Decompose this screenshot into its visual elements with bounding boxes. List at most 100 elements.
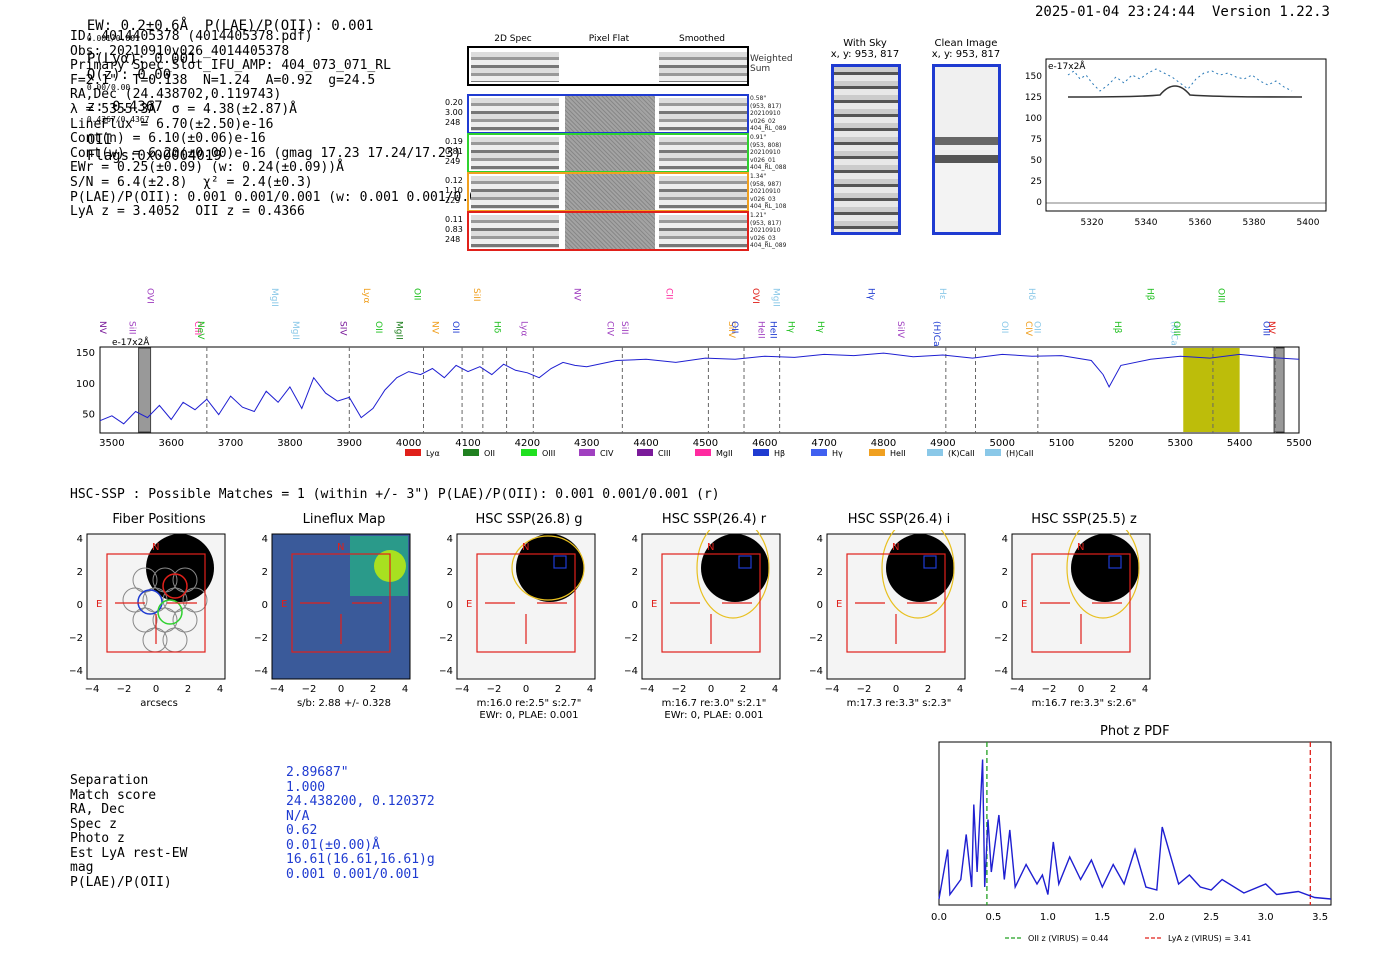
panel-title: Lineflux Map <box>302 512 386 527</box>
spectrum-xtick: 4300 <box>574 438 599 449</box>
header-summary: EW: 0.2±0.6Å P(LAE)/P(OII): 0.001 0.001/… <box>70 2 374 164</box>
legend-swatch <box>985 449 1001 456</box>
hsc-panel: Lineflux Map E N 4 2 0 −2 −4 −4 −2 0 2 4 s/b: 2.88 +/… <box>255 512 433 722</box>
crosshair <box>485 602 567 644</box>
panel-xtick: −4 <box>1010 684 1025 695</box>
match-key: Est LyA rest-EW <box>70 845 188 861</box>
north-label: N <box>892 542 899 553</box>
fiber-meta-line: 404_RL_088 <box>750 164 787 171</box>
fiber-stats: 0.20 3.00 248 <box>445 98 463 128</box>
highlight-band <box>1183 348 1240 432</box>
fiber-stat: 248 <box>445 235 461 244</box>
zoom-data-points <box>1067 68 1293 92</box>
panel-plot: E N 4 2 0 −2 −4−4 −2 0 2 4 <box>70 533 226 695</box>
info-slot: Primary Spec_Slot_IFU_AMP: 404_073_071_R… <box>70 58 391 74</box>
panel-xtick: 4 <box>587 684 593 695</box>
fiber-2d <box>471 215 559 248</box>
spectrum-line <box>99 352 1300 425</box>
phot-z-pdf-chart: 0.0 0.5 1.0 1.5 2.0 2.5 3.0 3.5 OII z (VIRUS) =… <box>931 741 1332 943</box>
line-dashes <box>206 347 1276 433</box>
zoom-xtick: 5320 <box>1081 218 1104 228</box>
fiber-flat <box>565 135 655 171</box>
qz-range: 0.00/0.00 <box>86 82 131 92</box>
info-obs: Obs: 20210910v026_4014405378 <box>70 43 290 59</box>
panel-xtick: 0 <box>153 684 159 695</box>
spectrum-xtick: 4400 <box>633 438 658 449</box>
info-contw: Cont(w) = 6.20(±0.00)e-16 (gmag 17.23 17… <box>70 145 462 161</box>
plya-value: P(Lyα): 0.001 <box>86 50 197 67</box>
legend-label: CIII <box>658 449 671 458</box>
panel-title: HSC SSP(26.4) r <box>661 512 767 527</box>
clean-title-text: Clean Image <box>934 38 998 49</box>
fiber-2d <box>471 98 559 131</box>
fiber-meta-line: v026_03 <box>750 195 776 203</box>
zoom-ytick: 125 <box>1025 93 1042 103</box>
info-lyaz: LyA z = 3.4052 OII z = 0.4366 <box>70 204 305 220</box>
fiber-stat: 249 <box>445 157 461 166</box>
east-label: E <box>281 599 287 610</box>
fiber-stat: 1.10 <box>445 186 463 195</box>
spectrum-xtick: 5100 <box>1049 438 1074 449</box>
line-mark-label: Lyα <box>361 288 371 304</box>
panel-xtick: 2 <box>925 684 931 695</box>
spectrum-xtick: 4100 <box>455 438 480 449</box>
spectrum-xtick: 4200 <box>515 438 540 449</box>
panel-ytick: −2 <box>625 633 638 644</box>
plae-range: 0.001/0.001 <box>86 34 140 43</box>
line-mark-label: OII <box>373 321 383 333</box>
spectrum-xticks: 3500 3600 3700 3800 3900 4000 4100 4200 4300 4400… <box>99 438 1312 449</box>
line-mark-label: SiII <box>619 321 629 335</box>
zoom-spectrum-chart: e-17x2Å 150 125 100 75 50 25 0 5320 5340 5360 538… <box>1025 58 1327 228</box>
fiber-circle <box>182 587 208 613</box>
z-value: z: 0.4367 <box>86 99 163 116</box>
fiber-stat: 3.00 <box>445 108 463 117</box>
info-radec: RA,Dec (24.438702,0.119743) <box>70 87 282 103</box>
panel-ytick: 0 <box>817 600 823 611</box>
pdf-xtick: 0.5 <box>985 912 1001 923</box>
zoom-frame <box>1045 58 1327 212</box>
line-mark-label: HeII <box>768 321 778 339</box>
match-value: 24.438200, 0.120372 <box>286 794 435 809</box>
zoom-xtick: 5340 <box>1135 218 1158 228</box>
panel-ytick: 4 <box>447 534 453 545</box>
fiber-stat: 0.20 <box>445 98 463 107</box>
line-mark-label: OII <box>999 321 1009 333</box>
fiber-2d <box>471 137 559 170</box>
north-label: N <box>337 542 344 553</box>
line-mark-label: OVI <box>750 288 760 304</box>
fiber-meta-line: 20210910 <box>750 149 781 156</box>
panel-xtick: −4 <box>270 684 285 695</box>
spectrum-xtick: 3700 <box>218 438 243 449</box>
fiber-meta-line: v026_01 <box>750 156 776 164</box>
panel-ytick: 0 <box>77 600 83 611</box>
masked-band <box>138 347 152 433</box>
east-label: E <box>96 599 102 610</box>
fiber-stats: 0.19 0.81 249 <box>445 137 463 167</box>
match-box <box>738 555 752 569</box>
pdf-title: Phot z PDF <box>1100 724 1170 739</box>
panel-xtick: 4 <box>957 684 963 695</box>
panel-xtick: 0 <box>1078 684 1084 695</box>
fiber-flat <box>565 96 655 132</box>
match-box <box>923 555 937 569</box>
panel-xtick: 2 <box>740 684 746 695</box>
fiber-stat: 0.12 <box>445 176 463 185</box>
east-label: E <box>466 599 472 610</box>
spectrum-yticks: 50 100 150 <box>76 348 95 420</box>
panel-xtick: 0 <box>523 684 529 695</box>
panel-ytick: −4 <box>255 666 268 677</box>
search-box <box>106 553 206 653</box>
pdf-legend-label: OII z (VIRUS) = 0.44 <box>1028 934 1108 943</box>
panel-foot: m:16.0 re:2.5" s:2.7" <box>476 698 582 709</box>
legend-label: OIII <box>542 449 555 458</box>
fiber-circle <box>122 587 148 613</box>
panel-title: HSC SSP(26.4) i <box>847 512 951 527</box>
panel-ytick: 0 <box>632 600 638 611</box>
east-label: E <box>651 599 657 610</box>
line-mark-label: NV <box>572 288 582 302</box>
match-value: 16.61(16.61,16.61)g <box>286 852 435 867</box>
match-value: 2.89687" <box>286 765 349 780</box>
legend-label: MgII <box>716 449 733 458</box>
zoom-ytick: 75 <box>1031 135 1042 145</box>
line-mark-label: SIV <box>337 321 347 336</box>
